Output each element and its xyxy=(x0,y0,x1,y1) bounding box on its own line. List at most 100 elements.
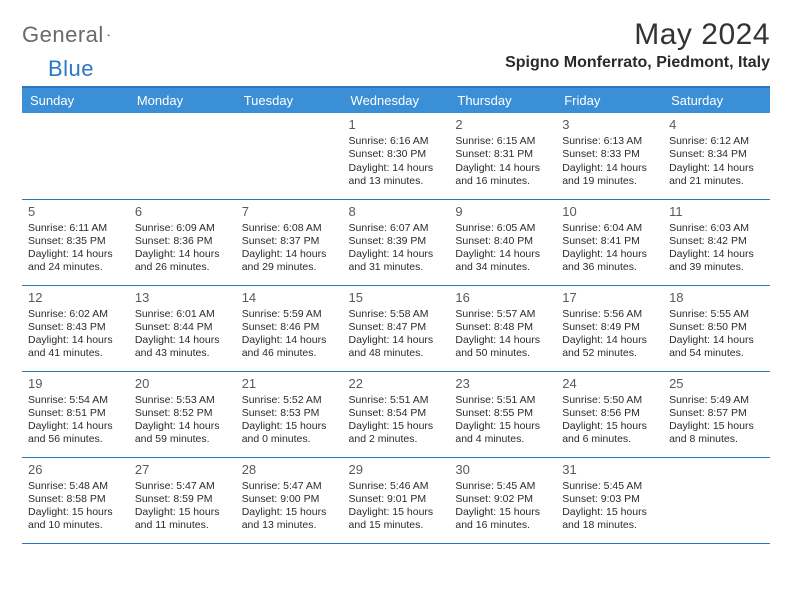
day-cell: 29Sunrise: 5:46 AMSunset: 9:01 PMDayligh… xyxy=(343,457,450,543)
daylight-text: Daylight: 14 hours xyxy=(135,248,232,261)
sunset-text: Sunset: 8:44 PM xyxy=(135,321,232,334)
sunset-text: Sunset: 8:30 PM xyxy=(349,148,446,161)
day-number: 13 xyxy=(135,290,232,306)
daylight-text: Daylight: 14 hours xyxy=(135,334,232,347)
sunrise-text: Sunrise: 6:13 AM xyxy=(562,135,659,148)
day-number: 8 xyxy=(349,204,446,220)
daylight-text: and 43 minutes. xyxy=(135,347,232,360)
day-number: 6 xyxy=(135,204,232,220)
daylight-text: Daylight: 15 hours xyxy=(349,420,446,433)
day-number: 28 xyxy=(242,462,339,478)
day-cell: 9Sunrise: 6:05 AMSunset: 8:40 PMDaylight… xyxy=(449,199,556,285)
day-number: 7 xyxy=(242,204,339,220)
sunset-text: Sunset: 8:58 PM xyxy=(28,493,125,506)
calendar-page: General May 2024 Spigno Monferrato, Pied… xyxy=(0,0,792,554)
daylight-text: Daylight: 14 hours xyxy=(28,334,125,347)
sunrise-text: Sunrise: 5:47 AM xyxy=(135,480,232,493)
daylight-text: Daylight: 15 hours xyxy=(349,506,446,519)
sunset-text: Sunset: 9:03 PM xyxy=(562,493,659,506)
sunset-text: Sunset: 9:02 PM xyxy=(455,493,552,506)
daylight-text: Daylight: 15 hours xyxy=(562,506,659,519)
sunset-text: Sunset: 8:54 PM xyxy=(349,407,446,420)
sunset-text: Sunset: 8:33 PM xyxy=(562,148,659,161)
daylight-text: and 56 minutes. xyxy=(28,433,125,446)
logo: General xyxy=(22,18,129,48)
sunrise-text: Sunrise: 6:02 AM xyxy=(28,308,125,321)
week-row: 12Sunrise: 6:02 AMSunset: 8:43 PMDayligh… xyxy=(22,285,770,371)
sunrise-text: Sunrise: 5:49 AM xyxy=(669,394,766,407)
sunset-text: Sunset: 9:00 PM xyxy=(242,493,339,506)
daylight-text: and 6 minutes. xyxy=(562,433,659,446)
daylight-text: and 48 minutes. xyxy=(349,347,446,360)
daylight-text: Daylight: 14 hours xyxy=(242,248,339,261)
logo-word2: Blue xyxy=(48,56,94,82)
sunset-text: Sunset: 8:47 PM xyxy=(349,321,446,334)
day-cell xyxy=(129,113,236,199)
title-block: May 2024 Spigno Monferrato, Piedmont, It… xyxy=(505,18,770,72)
daylight-text: Daylight: 14 hours xyxy=(455,162,552,175)
dow-monday: Monday xyxy=(129,88,236,113)
day-number: 11 xyxy=(669,204,766,220)
daylight-text: and 13 minutes. xyxy=(349,175,446,188)
daylight-text: and 26 minutes. xyxy=(135,261,232,274)
daylight-text: and 50 minutes. xyxy=(455,347,552,360)
day-cell: 31Sunrise: 5:45 AMSunset: 9:03 PMDayligh… xyxy=(556,457,663,543)
daylight-text: Daylight: 15 hours xyxy=(242,420,339,433)
sunset-text: Sunset: 8:56 PM xyxy=(562,407,659,420)
sunrise-text: Sunrise: 6:11 AM xyxy=(28,222,125,235)
day-number: 14 xyxy=(242,290,339,306)
day-cell: 11Sunrise: 6:03 AMSunset: 8:42 PMDayligh… xyxy=(663,199,770,285)
location: Spigno Monferrato, Piedmont, Italy xyxy=(505,54,770,72)
daylight-text: and 54 minutes. xyxy=(669,347,766,360)
sunset-text: Sunset: 8:48 PM xyxy=(455,321,552,334)
day-number: 25 xyxy=(669,376,766,392)
dow-saturday: Saturday xyxy=(663,88,770,113)
day-number: 10 xyxy=(562,204,659,220)
day-cell: 12Sunrise: 6:02 AMSunset: 8:43 PMDayligh… xyxy=(22,285,129,371)
day-cell xyxy=(663,457,770,543)
day-cell xyxy=(236,113,343,199)
day-cell: 13 Sunrise: 6:01 AMSunset: 8:44 PMDayligh… xyxy=(129,285,236,371)
sunrise-text: Sunrise: 5:54 AM xyxy=(28,394,125,407)
dow-thursday: Thursday xyxy=(449,88,556,113)
daylight-text: and 13 minutes. xyxy=(242,519,339,532)
sunset-text: Sunset: 8:35 PM xyxy=(28,235,125,248)
daylight-text: Daylight: 15 hours xyxy=(242,506,339,519)
sunrise-text: Sunrise: 5:45 AM xyxy=(562,480,659,493)
logo-sail-icon xyxy=(107,25,110,45)
day-number: 2 xyxy=(455,117,552,133)
day-number: 24 xyxy=(562,376,659,392)
day-of-week-row: Sunday Monday Tuesday Wednesday Thursday… xyxy=(22,88,770,113)
day-number: 15 xyxy=(349,290,446,306)
sunrise-text: Sunrise: 6:01 AM xyxy=(135,308,232,321)
daylight-text: and 41 minutes. xyxy=(28,347,125,360)
daylight-text: and 52 minutes. xyxy=(562,347,659,360)
daylight-text: Daylight: 15 hours xyxy=(455,420,552,433)
day-cell: 30Sunrise: 5:45 AMSunset: 9:02 PMDayligh… xyxy=(449,457,556,543)
sunset-text: Sunset: 8:49 PM xyxy=(562,321,659,334)
sunset-text: Sunset: 8:46 PM xyxy=(242,321,339,334)
sunset-text: Sunset: 8:57 PM xyxy=(669,407,766,420)
daylight-text: Daylight: 14 hours xyxy=(28,248,125,261)
sunrise-text: Sunrise: 6:16 AM xyxy=(349,135,446,148)
daylight-text: and 31 minutes. xyxy=(349,261,446,274)
sunset-text: Sunset: 8:59 PM xyxy=(135,493,232,506)
day-number: 9 xyxy=(455,204,552,220)
sunset-text: Sunset: 8:42 PM xyxy=(669,235,766,248)
daylight-text: and 0 minutes. xyxy=(242,433,339,446)
daylight-text: and 29 minutes. xyxy=(242,261,339,274)
daylight-text: and 11 minutes. xyxy=(135,519,232,532)
sunrise-text: Sunrise: 5:58 AM xyxy=(349,308,446,321)
sunrise-text: Sunrise: 5:56 AM xyxy=(562,308,659,321)
daylight-text: and 4 minutes. xyxy=(455,433,552,446)
day-number: 20 xyxy=(135,376,232,392)
daylight-text: and 8 minutes. xyxy=(669,433,766,446)
week-row: 5Sunrise: 6:11 AMSunset: 8:35 PMDaylight… xyxy=(22,199,770,285)
dow-friday: Friday xyxy=(556,88,663,113)
daylight-text: and 15 minutes. xyxy=(349,519,446,532)
day-cell: 10Sunrise: 6:04 AMSunset: 8:41 PMDayligh… xyxy=(556,199,663,285)
sunrise-text: Sunrise: 5:51 AM xyxy=(349,394,446,407)
sunrise-text: Sunrise: 6:12 AM xyxy=(669,135,766,148)
week-row: 26Sunrise: 5:48 AMSunset: 8:58 PMDayligh… xyxy=(22,457,770,543)
day-number: 27 xyxy=(135,462,232,478)
